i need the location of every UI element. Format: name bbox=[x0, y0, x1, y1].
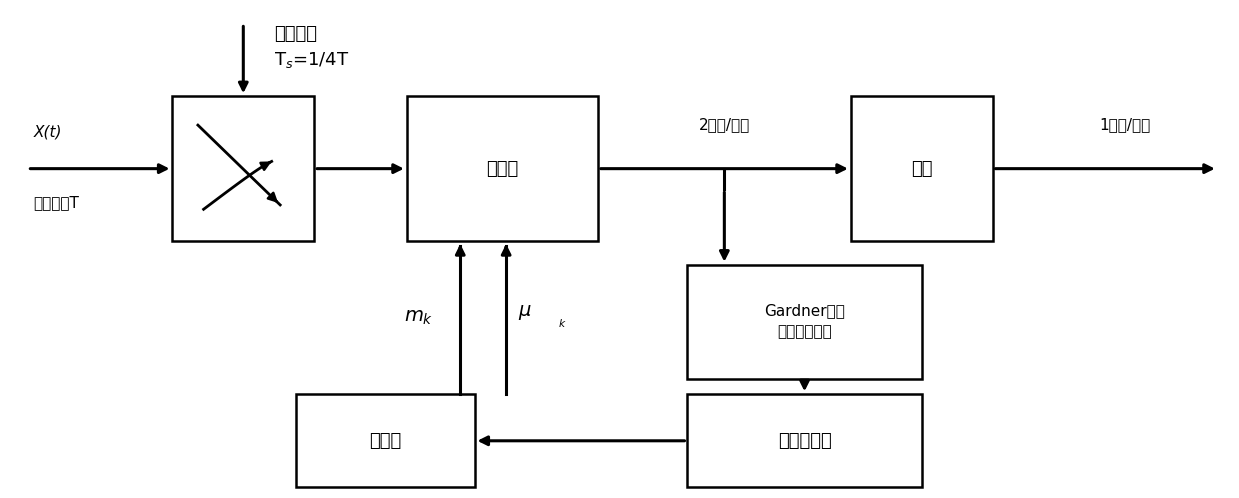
Bar bbox=[406, 96, 598, 241]
Bar bbox=[688, 264, 922, 378]
Text: $\mu$: $\mu$ bbox=[518, 303, 533, 322]
Text: $_k$: $_k$ bbox=[558, 315, 566, 330]
Text: X(t): X(t) bbox=[33, 125, 62, 140]
Text: T$_s$=1/4T: T$_s$=1/4T bbox=[274, 50, 349, 70]
Text: 1取样/符号: 1取样/符号 bbox=[1099, 117, 1151, 132]
Text: 符号周期T: 符号周期T bbox=[33, 195, 79, 210]
Text: Gardner算法
时间误差提取: Gardner算法 时间误差提取 bbox=[764, 304, 845, 340]
Text: 抄取: 抄取 bbox=[911, 160, 933, 178]
Bar bbox=[296, 394, 475, 488]
Bar bbox=[172, 96, 315, 241]
Text: $m_k$: $m_k$ bbox=[404, 308, 434, 327]
Bar bbox=[851, 96, 992, 241]
Text: 环路滤波器: 环路滤波器 bbox=[778, 432, 831, 450]
Text: 控制器: 控制器 bbox=[369, 432, 401, 450]
Bar bbox=[688, 394, 922, 488]
Text: 采样周期: 采样周期 bbox=[274, 25, 317, 43]
Text: 内插器: 内插器 bbox=[486, 160, 518, 178]
Text: 2取样/符号: 2取样/符号 bbox=[699, 117, 750, 132]
